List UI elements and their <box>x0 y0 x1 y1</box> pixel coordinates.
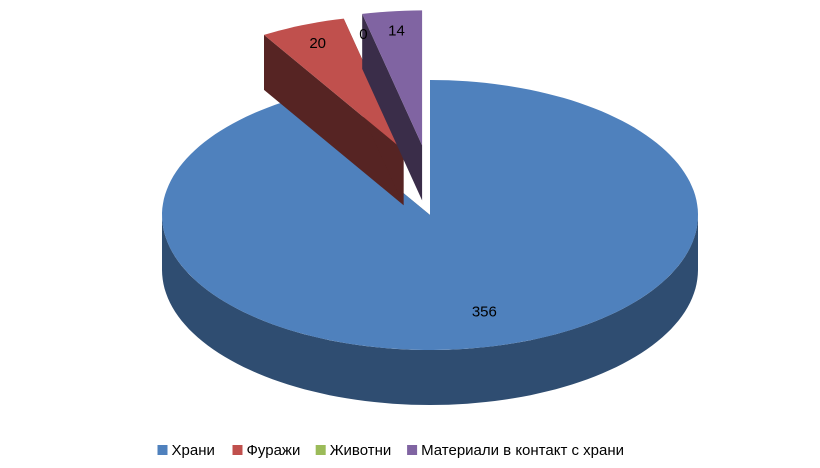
legend-swatch <box>407 445 418 455</box>
slice-side <box>362 13 423 201</box>
legend-swatch <box>232 445 243 455</box>
slice <box>162 80 698 350</box>
data-label: 356 <box>472 303 497 320</box>
data-label: 20 <box>309 35 326 52</box>
legend-label: Фуражи <box>247 442 301 459</box>
slice <box>362 10 423 146</box>
legend-label: Храни <box>172 442 215 459</box>
legend-swatch <box>157 445 168 455</box>
data-label: 0 <box>359 26 367 43</box>
slice <box>264 18 404 151</box>
legend-label: Животни <box>330 442 392 459</box>
slice-side <box>264 34 404 206</box>
data-label: 14 <box>388 22 405 39</box>
legend-swatch <box>315 445 326 455</box>
legend-label: Материали в контакт с храни <box>421 442 624 459</box>
slice-rim <box>162 215 698 405</box>
